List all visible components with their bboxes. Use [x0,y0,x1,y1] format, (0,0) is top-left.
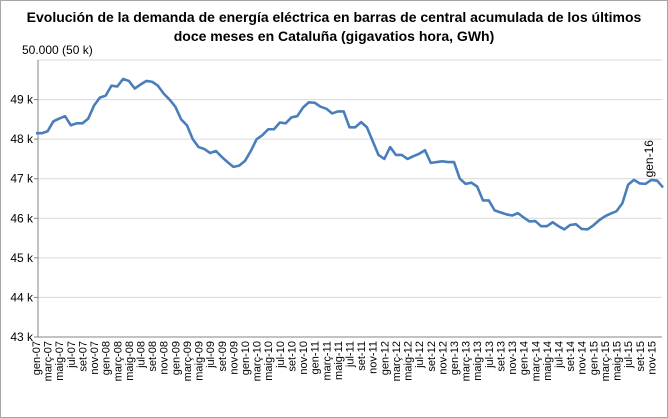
x-tick-label-set-12: set-12 [426,341,438,372]
y-tick-label-47: 47 k [10,172,34,186]
y-tick-label-44: 44 k [10,290,34,304]
x-tick-label-gen-07: gen-07 [31,341,43,375]
x-tick-label-març-09: març-09 [182,341,194,381]
x-tick-label-nov-14: nov-14 [577,341,589,375]
y-tick-label-48: 48 k [10,132,34,146]
x-tick-label-març-07: març-07 [43,341,55,381]
x-tick-label-gen-12: gen-12 [379,341,391,375]
x-tick-label-jul-10: jul-10 [275,341,287,369]
x-tick-label-set-08: set-08 [147,341,159,372]
x-tick-label-maig-08: maig-08 [124,341,136,381]
x-tick-label-nov-07: nov-07 [89,341,101,375]
series-line-demand [36,77,664,231]
x-tick-label-maig-15: maig-15 [612,341,624,381]
x-tick-label-gen-09: gen-09 [170,341,182,375]
x-tick-label-nov-13: nov-13 [507,341,519,375]
x-tick-label-nov-12: nov-12 [437,341,449,375]
chart-title-line-1: Evolución de la demanda de energía eléct… [26,9,642,25]
annotations: 50.000 (50 k) gen-16 [22,43,656,177]
x-tick-label-març-10: març-10 [252,341,264,381]
x-tick-label-jul-14: jul-14 [554,341,566,369]
x-tick-label-maig-13: maig-13 [472,341,484,381]
x-tick-label-jul-07: jul-07 [66,341,78,369]
top-axis-annotation: 50.000 (50 k) [22,43,93,57]
x-tick-label-set-11: set-11 [356,341,368,371]
axes [37,60,662,338]
x-tick-label-maig-11: maig-11 [333,341,345,380]
x-tick-label-maig-12: maig-12 [403,341,415,381]
x-tick-label-maig-14: maig-14 [542,341,554,381]
x-tick-label-maig-09: maig-09 [194,341,206,381]
x-tick-label-març-08: març-08 [112,341,124,381]
series-layer [35,77,664,231]
x-tick-label-nov-15: nov-15 [646,341,658,375]
x-tick-label-gen-10: gen-10 [240,341,252,375]
x-tick-label-nov-10: nov-10 [298,341,310,375]
x-tick-label-set-07: set-07 [77,341,89,372]
x-tick-label-set-10: set-10 [286,341,298,372]
x-tick-label-nov-09: nov-09 [228,341,240,375]
x-tick-label-març-12: març-12 [391,341,403,381]
x-tick-label-gen-08: gen-08 [101,341,113,375]
y-tick-label-49: 49 k [10,93,34,107]
x-tick-label-set-14: set-14 [565,341,577,372]
x-tick-label-gen-15: gen-15 [588,341,600,375]
x-tick-label-març-15: març-15 [600,341,612,381]
end-point-annotation: gen-16 [642,140,656,178]
x-tick-label-gen-11: gen-11 [310,341,322,374]
x-tick-label-gen-14: gen-14 [519,341,531,375]
x-tick-label-maig-10: maig-10 [263,341,275,381]
x-tick-label-març-13: març-13 [461,341,473,381]
x-tick-label-jul-13: jul-13 [484,341,496,369]
x-tick-label-set-15: set-15 [635,341,647,372]
x-tick-label-jul-15: jul-15 [623,341,635,369]
chart-title: Evolución de la demanda de energía eléct… [0,8,668,46]
y-tick-label-46: 46 k [10,211,34,225]
x-tick-label-gen-13: gen-13 [449,341,461,375]
x-tick-label-set-09: set-09 [217,341,229,372]
x-tick-label-nov-08: nov-08 [159,341,171,375]
x-tick-label-jul-11: jul-11 [345,341,357,368]
x-tick-label-març-11: març-11 [321,341,333,381]
x-axis-tick-labels: gen-07 març-07 maig-07 jul-07 set-07 nov-07 ge… [31,341,658,381]
y-tick-label-43: 43 k [10,330,34,344]
x-tick-label-nov-11: nov-11 [368,341,380,374]
chart-title-line-2: doce meses en Cataluña (gigavatios hora,… [173,28,495,44]
y-axis-tick-labels: 43 k 44 k 45 k 46 k 47 k 48 k 49 k [10,93,38,344]
x-tick-label-set-13: set-13 [495,341,507,372]
x-tick-label-jul-12: jul-12 [414,341,426,369]
y-tick-label-45: 45 k [10,251,34,265]
x-tick-label-març-14: març-14 [530,341,542,381]
x-tick-label-jul-08: jul-08 [136,341,148,369]
x-tick-label-jul-09: jul-09 [205,341,217,369]
x-tick-label-maig-07: maig-07 [54,341,66,381]
gridlines [38,59,662,338]
